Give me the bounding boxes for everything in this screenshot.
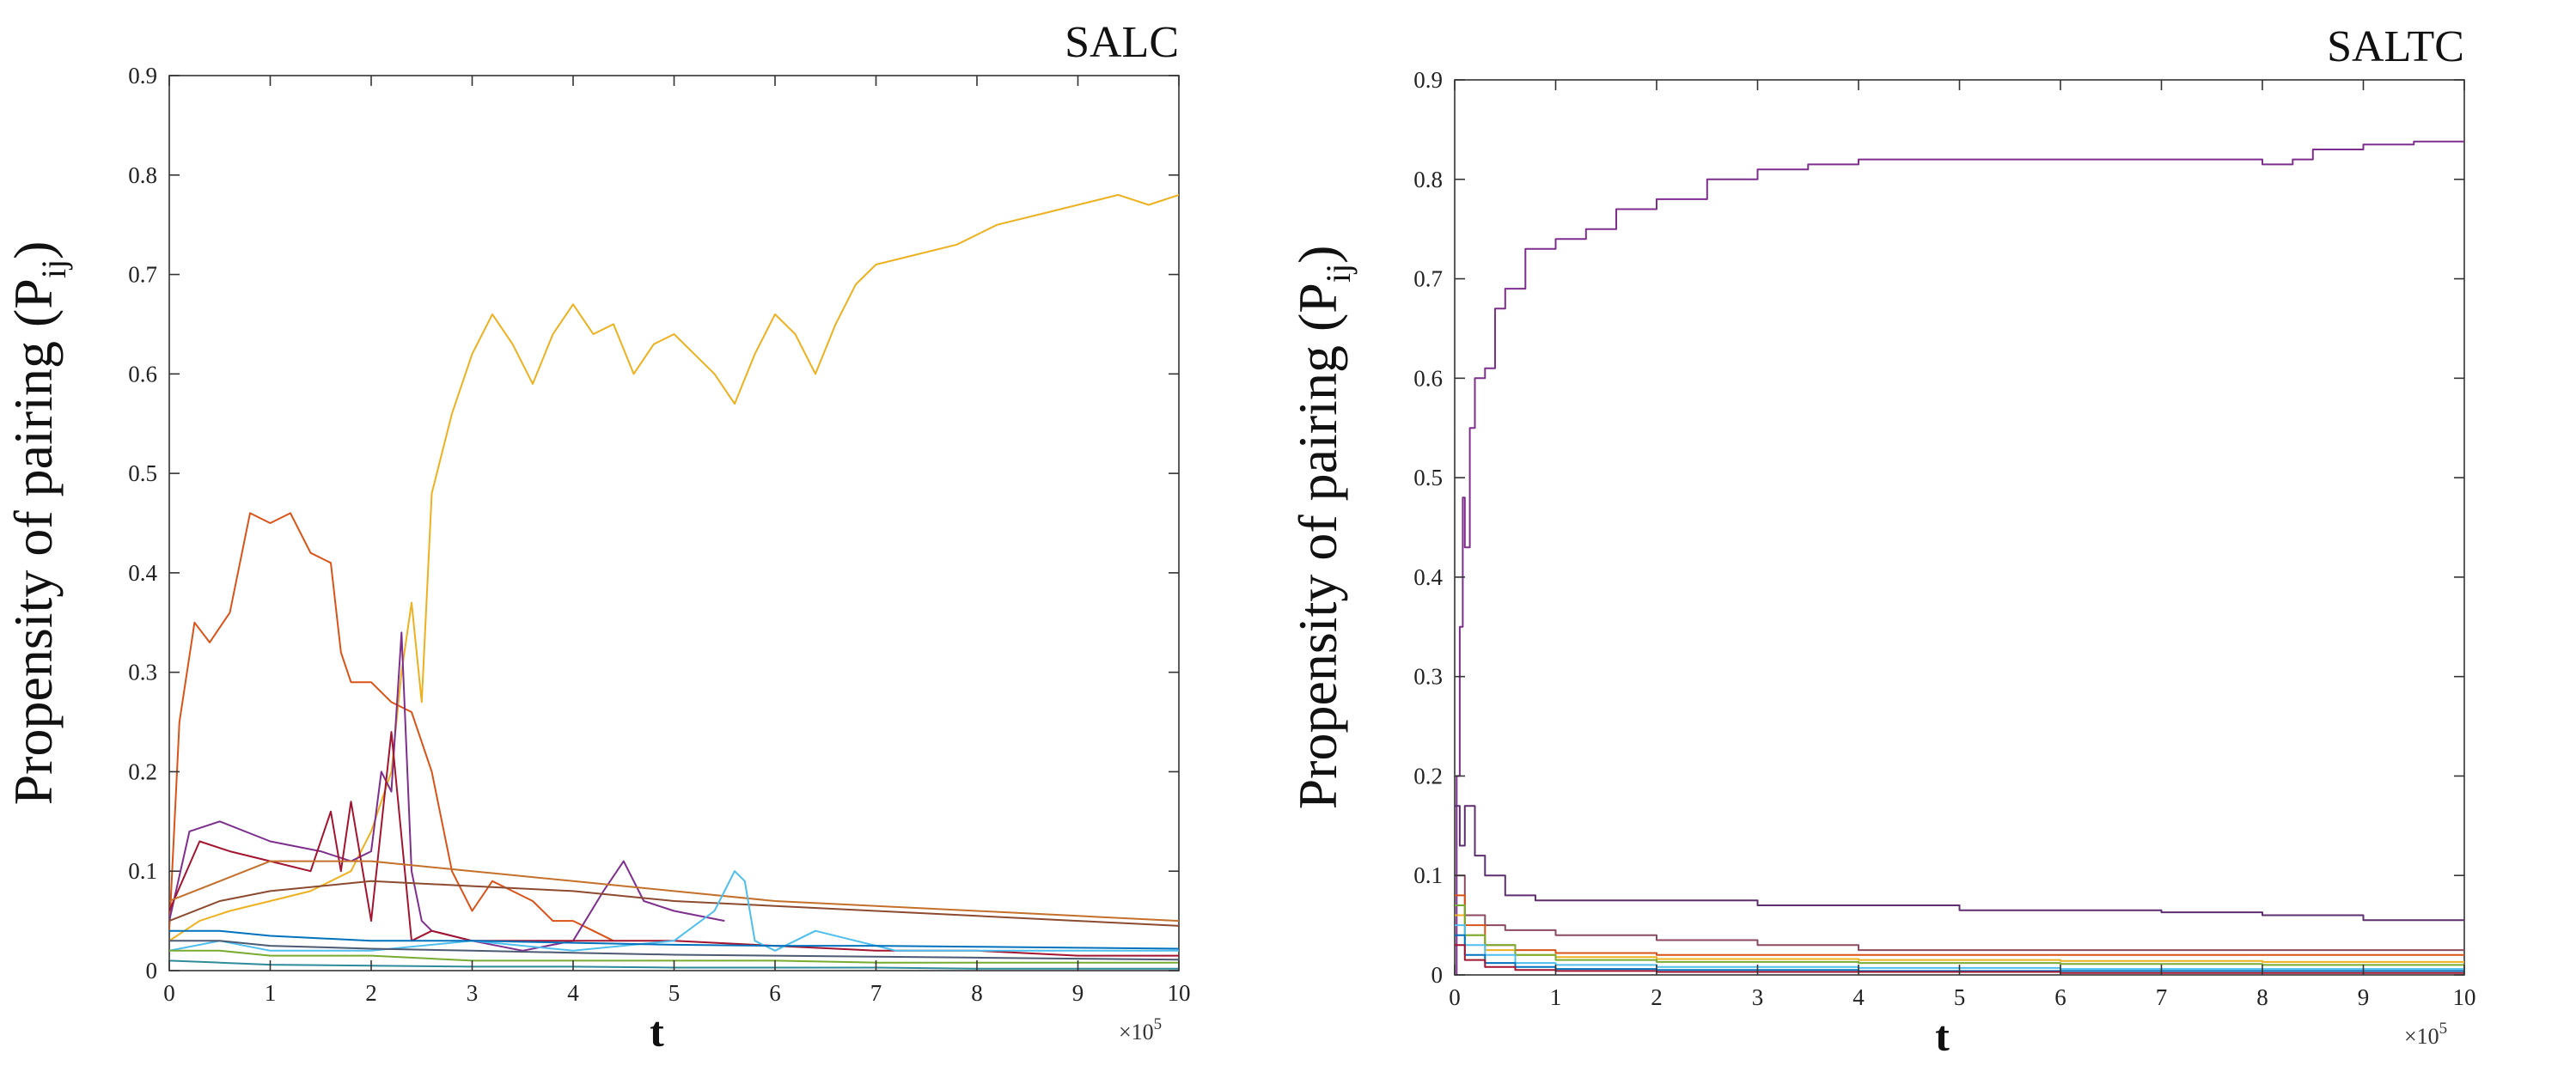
y-tick-label: 0: [1431, 962, 1444, 988]
x-tick-label: 7: [2156, 984, 2168, 1010]
y-tick-label: 0.5: [1413, 465, 1443, 490]
chart-panel-saltc: 0 1 2 3 4 5 6 7 8 9 10 0 0.1 0.2 0.3 0.4 0.5 0.6 0.7 0.8 0.9…: [1287, 22, 2476, 1060]
plot-area: [1454, 79, 2465, 976]
plot-area: [168, 75, 1180, 971]
x-tick-label: 7: [870, 980, 882, 1006]
x-tick-label: 6: [2054, 984, 2066, 1010]
series-line-9: [169, 949, 1179, 964]
y-tick-label: 0.2: [128, 758, 157, 784]
series-line-5: [169, 860, 1179, 923]
x-axis-multiplier: ×105: [1119, 1015, 1162, 1044]
x-tick-label: 5: [668, 980, 681, 1006]
chart-title: SALTC: [2327, 22, 2464, 71]
y-tick-label: 0.7: [1413, 266, 1443, 292]
x-tick-label: 0: [1449, 984, 1461, 1010]
y-tick-label: 0.3: [1413, 664, 1443, 690]
x-tick-label: 4: [1853, 984, 1865, 1010]
x-tick-label: 10: [2453, 984, 2476, 1010]
y-tick-label: 0.6: [128, 361, 157, 387]
y-tick-label: 0: [146, 958, 158, 984]
y-tick-label: 0.5: [128, 460, 157, 486]
series-line-4: [1455, 894, 2464, 956]
y-tick-label: 0.7: [128, 262, 157, 288]
x-axis-label: t: [650, 1008, 664, 1056]
series-line-3: [169, 631, 725, 952]
x-tick-label: 3: [467, 980, 479, 1006]
series-line-7: [169, 870, 1179, 952]
x-axis-multiplier: ×105: [2404, 1020, 2447, 1049]
y-tick-label: 0.1: [128, 858, 157, 884]
y-tick-label: 0.2: [1413, 763, 1443, 789]
series-line-3: [1455, 874, 2464, 952]
y-tick-label: 0.1: [1413, 862, 1443, 888]
series-line-2: [1455, 805, 2464, 922]
y-tick-label: 0.8: [1413, 167, 1443, 192]
x-tick-label: 0: [163, 980, 175, 1006]
series-line-2: [169, 512, 614, 942]
y-tick-label: 0.4: [128, 560, 157, 586]
series-group: [169, 193, 1179, 970]
x-axis-label: t: [1935, 1012, 1950, 1060]
x-tick-label: 9: [2358, 984, 2370, 1010]
series-line-6: [169, 880, 1179, 927]
x-tick-label: 1: [265, 980, 277, 1006]
chart-title: SALC: [1065, 18, 1179, 67]
x-tick-label: 5: [1954, 984, 1966, 1010]
x-tick-label: 2: [365, 980, 377, 1006]
y-tick-label: 0.9: [128, 63, 157, 88]
y-tick-label: 0.6: [1413, 365, 1443, 391]
x-tick-label: 8: [971, 980, 983, 1006]
x-tick-label: 6: [769, 980, 781, 1006]
y-tick-label: 0.3: [128, 660, 157, 685]
x-tick-label: 2: [1651, 984, 1663, 1010]
x-tick-label: 8: [2256, 984, 2268, 1010]
series-line-8: [169, 929, 1179, 950]
series-line-1: [1455, 140, 2464, 975]
x-tick-label: 4: [567, 980, 579, 1006]
series-line-10: [169, 940, 1179, 961]
series-line-6: [1455, 904, 2464, 966]
series-line-1: [169, 193, 1179, 942]
x-tick-label: 1: [1550, 984, 1562, 1010]
y-tick-label: 0.9: [1413, 67, 1443, 93]
series-line-11: [169, 959, 1179, 970]
x-tick-label: 10: [1168, 980, 1191, 1006]
x-tick-label: 3: [1752, 984, 1764, 1010]
series-line-4: [169, 731, 1179, 957]
y-tick-label: 0.8: [128, 162, 157, 188]
y-axis-label: Propensity of pairing (Pij): [3, 241, 73, 806]
y-axis-label: Propensity of pairing (Pij): [1287, 246, 1358, 810]
chart-panel-salc: 0 1 2 3 4 5 6 7 8 9 10 0 0.1 0.2 0.3 0.4 0.5 0.6 0.7 0.8 0.9…: [3, 18, 1191, 1056]
x-tick-label: 9: [1072, 980, 1084, 1006]
y-tick-label: 0.4: [1413, 564, 1443, 590]
